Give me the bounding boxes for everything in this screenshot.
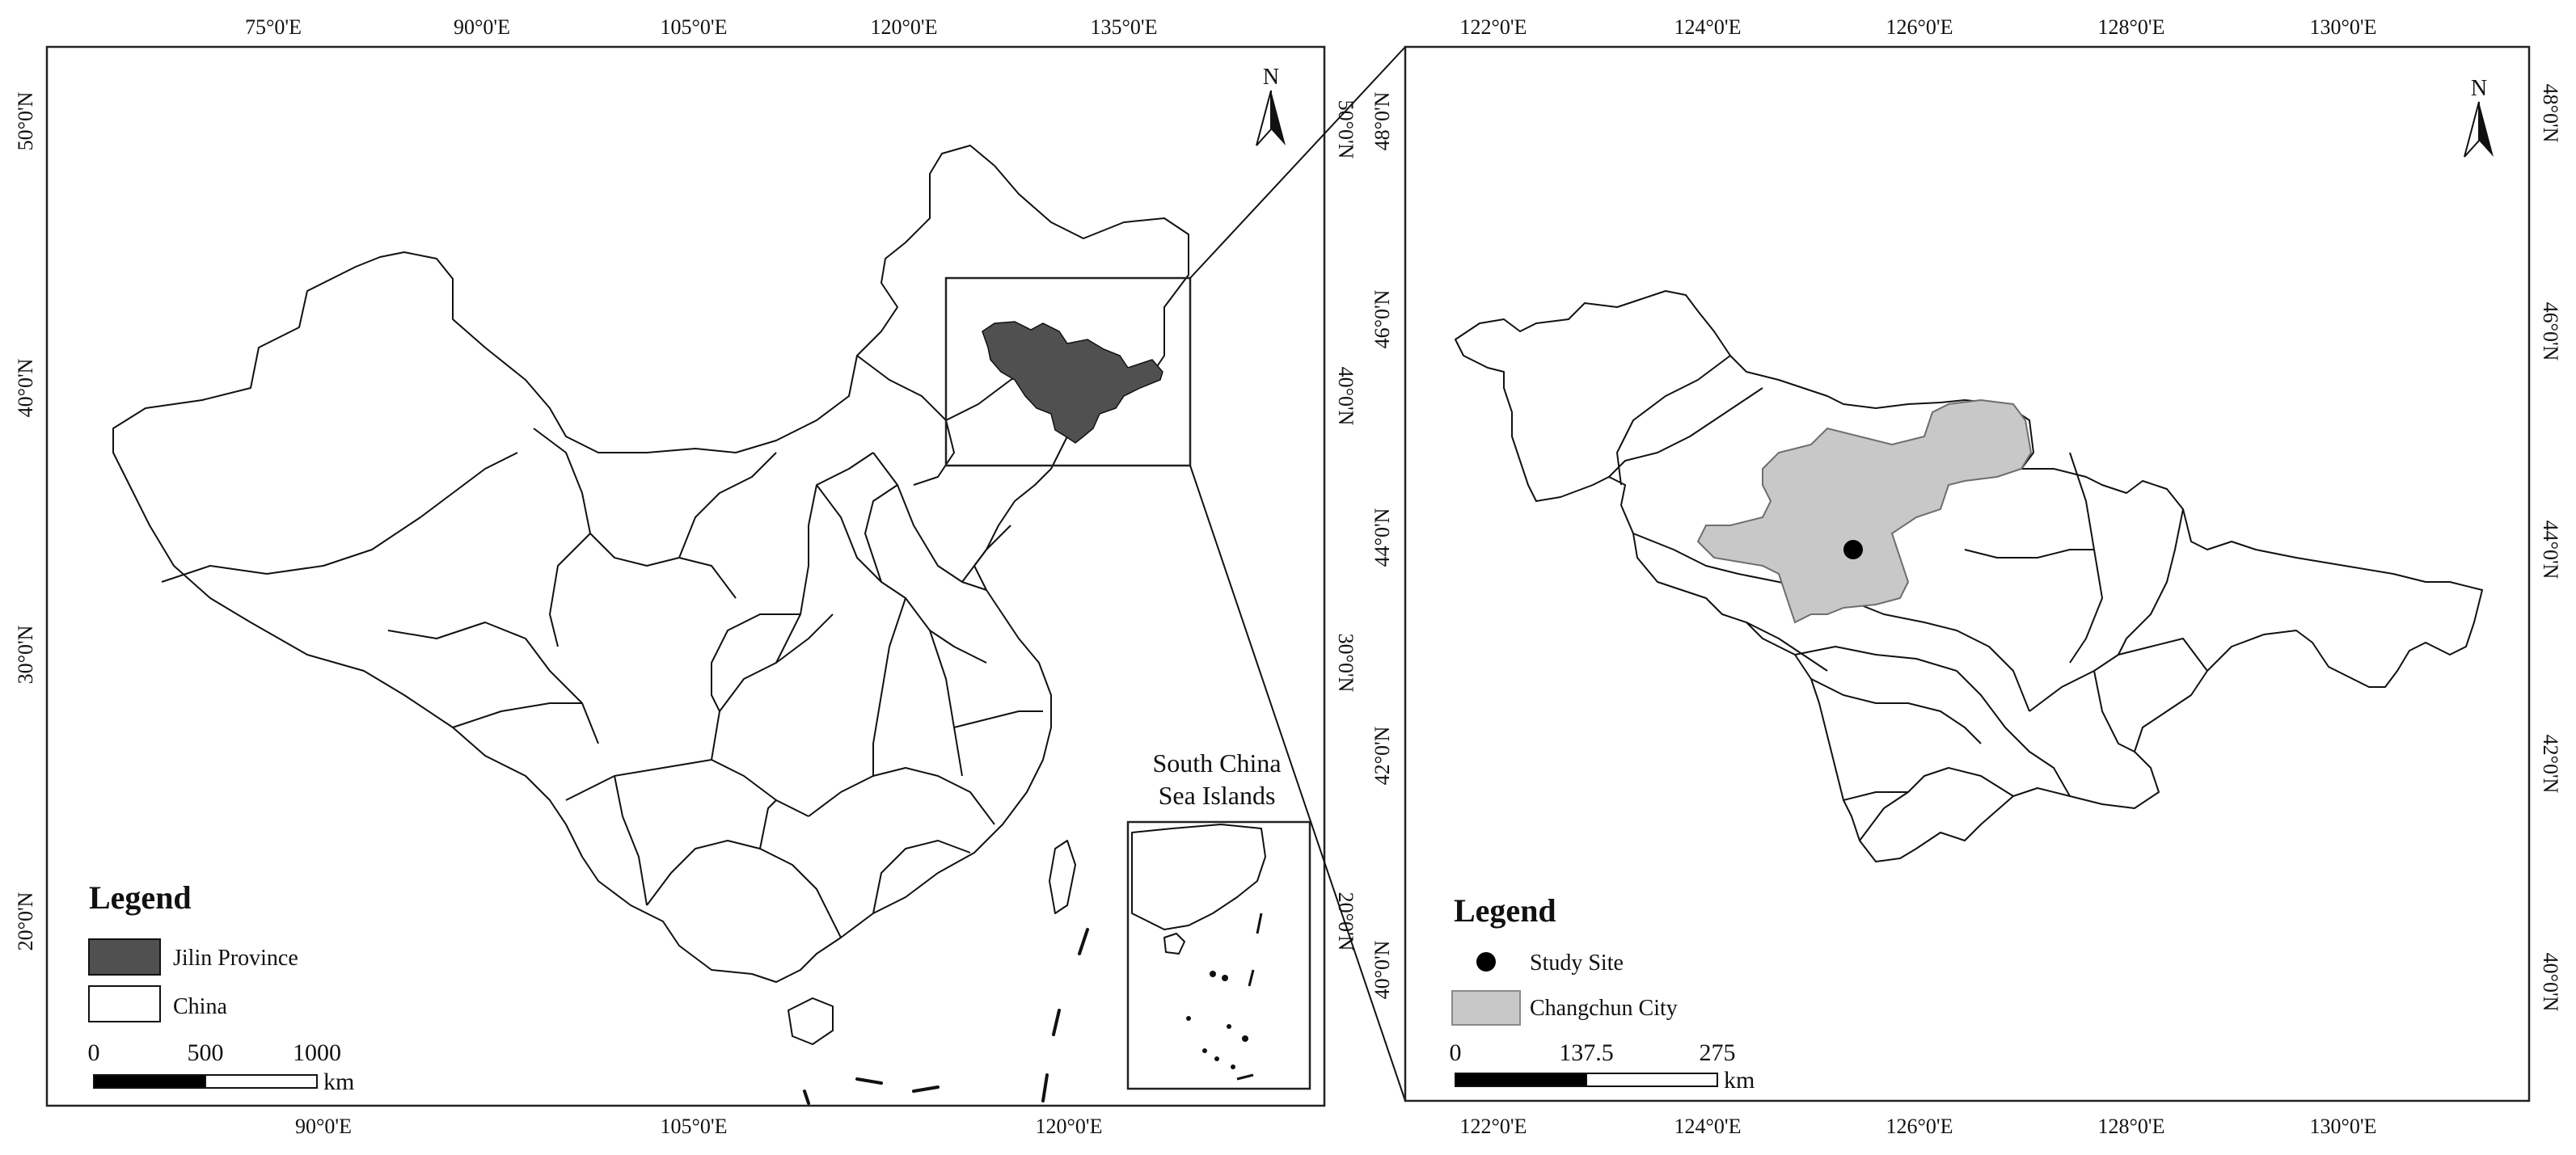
legend-swatch-china — [88, 985, 161, 1022]
inset-dashes — [1236, 913, 1263, 1081]
tick-label: 124°0'E — [1674, 1115, 1742, 1138]
changchun-city — [1696, 398, 2033, 624]
north-arrow-icon: N — [2464, 76, 2494, 158]
scale-unit: km — [323, 1069, 354, 1095]
tick-label: 120°0'E — [871, 15, 938, 39]
tick-label: 42°0'N — [1370, 726, 1394, 785]
legend-label-jilin: Jilin Province — [173, 946, 298, 971]
tick-label: 130°0'E — [2310, 1115, 2377, 1138]
tick-label: 48°0'N — [2539, 84, 2562, 143]
inset-frame — [1126, 820, 1311, 1090]
tick-label: 42°0'N — [2539, 735, 2562, 794]
china-outline — [112, 145, 1189, 983]
legend-swatch-jilin — [88, 938, 161, 976]
tick-label: 105°0'E — [661, 1115, 728, 1138]
hainan-island — [788, 997, 834, 1045]
tick-label: 48°0'N — [1370, 91, 1394, 150]
tick-label: 30°0'N — [1334, 634, 1358, 693]
north-arrow-icon: N — [1256, 65, 1286, 146]
china-right-ticks: 50°0'N 40°0'N 30°0'N 20°0'N — [1334, 100, 1358, 951]
north-arrow-label: N — [1263, 65, 1279, 90]
tick-label: 130°0'E — [2310, 15, 2377, 39]
china-left-ticks: 50°0'N 40°0'N 30°0'N 20°0'N — [14, 91, 37, 951]
china-top-ticks: 75°0'E 90°0'E 105°0'E 120°0'E 135°0'E — [245, 15, 1157, 39]
north-arrow-label: N — [2471, 76, 2487, 101]
tick-label: 30°0'N — [14, 625, 37, 684]
legend-title: Legend — [1454, 892, 1556, 929]
tick-label: 44°0'N — [1370, 508, 1394, 567]
tick-label: 124°0'E — [1674, 15, 1742, 39]
legend-label-study-site: Study Site — [1530, 951, 1624, 976]
province-boundaries — [161, 339, 1060, 938]
inset-label-line2: Sea Islands — [1159, 781, 1276, 810]
china-scale-bar: 0 500 1000 km — [88, 1039, 355, 1095]
scale-label: 275 — [1700, 1039, 1736, 1066]
tick-label: 46°0'N — [1370, 289, 1394, 348]
legend-title: Legend — [89, 879, 192, 916]
tick-label: 90°0'E — [295, 1115, 352, 1138]
tick-label: 120°0'E — [1036, 1115, 1103, 1138]
china-map-frame — [45, 45, 1326, 1107]
tick-label: 40°0'N — [1370, 940, 1394, 999]
jilin-map-frame — [1404, 45, 2531, 1102]
scale-label: 137.5 — [1559, 1039, 1614, 1066]
jilin-right-ticks: 48°0'N 46°0'N 44°0'N 42°0'N 40°0'N — [2539, 84, 2562, 1012]
tick-label: 135°0'E — [1091, 15, 1158, 39]
tick-label: 128°0'E — [2098, 15, 2165, 39]
tick-label: 44°0'N — [2539, 521, 2562, 580]
inset-coastline — [1131, 824, 1266, 930]
tick-label: 126°0'E — [1886, 15, 1953, 39]
tick-label: 105°0'E — [661, 15, 728, 39]
tick-label: 50°0'N — [1334, 100, 1358, 159]
jilin-scale-bar: 0 137.5 275 km — [1450, 1039, 1755, 1094]
scale-label: 1000 — [293, 1039, 341, 1066]
scale-label: 0 — [1450, 1039, 1462, 1066]
tick-label: 122°0'E — [1460, 15, 1527, 39]
tick-label: 90°0'E — [454, 15, 510, 39]
china-map-panel: 75°0'E 90°0'E 105°0'E 120°0'E 135°0'E 90… — [14, 15, 1358, 1138]
jilin-province — [982, 321, 1163, 444]
tick-label: 128°0'E — [2098, 1115, 2165, 1138]
inset-islands — [1186, 971, 1248, 1069]
scale-unit: km — [1724, 1067, 1755, 1094]
inset-label-line1: South China — [1152, 748, 1281, 778]
jilin-top-ticks: 122°0'E 124°0'E 126°0'E 128°0'E 130°0'E — [1460, 15, 2377, 39]
tick-label: 20°0'N — [14, 892, 37, 951]
taiwan-island — [1049, 840, 1076, 914]
jilin-extent-box — [944, 276, 1192, 467]
scale-label: 500 — [188, 1039, 224, 1066]
study-site-marker — [1843, 540, 1863, 559]
tick-label: 40°0'N — [14, 358, 37, 417]
jilin-outline — [1455, 290, 2483, 862]
inset-hainan — [1163, 933, 1185, 955]
jilin-legend: Legend Study Site Changchun City — [1451, 892, 1678, 1026]
legend-label-china: China — [173, 994, 227, 1019]
legend-swatch-study-site — [1476, 952, 1496, 972]
tick-label: 40°0'N — [2539, 953, 2562, 1012]
leader-lines — [1189, 46, 1406, 1102]
south-china-sea-inset: South China Sea Islands — [1126, 748, 1311, 1090]
china-legend: Legend Jilin Province China — [88, 879, 298, 1022]
tick-label: 75°0'E — [245, 15, 302, 39]
jilin-map-panel: 122°0'E 124°0'E 126°0'E 128°0'E 130°0'E … — [1370, 15, 2562, 1138]
tick-label: 40°0'N — [1334, 367, 1358, 426]
tick-label: 46°0'N — [2539, 302, 2562, 361]
legend-label-changchun: Changchun City — [1530, 996, 1678, 1021]
nine-dash-line — [803, 928, 1089, 1105]
tick-label: 126°0'E — [1886, 1115, 1953, 1138]
jilin-left-ticks: 48°0'N 46°0'N 44°0'N 42°0'N 40°0'N — [1370, 91, 1394, 999]
scale-label: 0 — [88, 1039, 100, 1066]
legend-swatch-changchun — [1451, 990, 1521, 1026]
jilin-bottom-ticks: 122°0'E 124°0'E 126°0'E 128°0'E 130°0'E — [1460, 1115, 2377, 1138]
tick-label: 50°0'N — [14, 91, 37, 150]
tick-label: 122°0'E — [1460, 1115, 1527, 1138]
china-bottom-ticks: 90°0'E 105°0'E 120°0'E — [295, 1115, 1102, 1138]
